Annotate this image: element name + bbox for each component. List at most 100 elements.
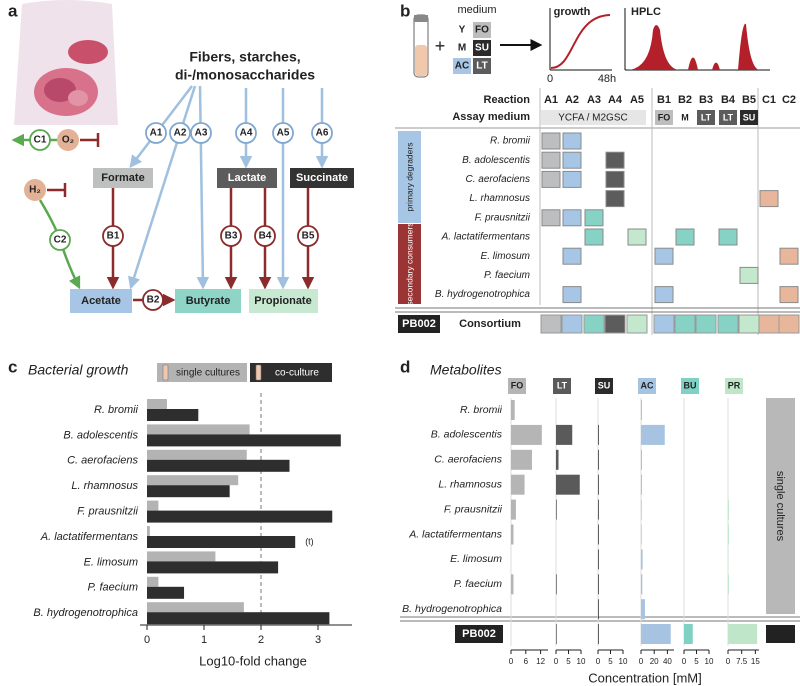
reaction-label: A2 xyxy=(174,128,187,139)
bar xyxy=(684,624,693,644)
intestine xyxy=(44,78,76,102)
bar xyxy=(147,449,247,460)
legend-label: single cultures xyxy=(176,368,240,379)
consortium-box xyxy=(455,625,503,643)
bar xyxy=(511,524,514,545)
category-label: B. adolescentis xyxy=(431,429,503,441)
category-label: B. adolescentis xyxy=(63,429,138,441)
bar xyxy=(641,449,642,470)
species-label: E. limosum xyxy=(481,251,530,262)
column-label: A4 xyxy=(608,94,623,106)
medium-code: LT xyxy=(723,112,734,122)
medium-code: AC xyxy=(455,61,469,72)
reaction-node xyxy=(220,225,242,247)
reaction-cell xyxy=(778,314,800,334)
hplc-label: HPLC xyxy=(631,6,661,18)
bar xyxy=(598,549,599,570)
column-label: B3 xyxy=(699,94,713,106)
medium-code: LT xyxy=(476,61,487,72)
category-label: R. bromii xyxy=(94,404,139,416)
medium-chip xyxy=(453,58,471,74)
growth-label: growth xyxy=(554,6,591,18)
medium-label: YCFA / M2GSC xyxy=(558,113,627,124)
reaction-nodes: A1 A2 A3 A4 A5 A6 B1 B2 B3 B4 B5 C1 C2 xyxy=(29,122,333,311)
reaction-label: A1 xyxy=(150,128,163,139)
reaction-cell xyxy=(695,314,717,334)
panel-label: b xyxy=(400,1,410,20)
category-label: C. aerofaciens xyxy=(434,454,502,466)
x-tick-label: 0 xyxy=(682,657,687,666)
metabolite-label: Butyrate xyxy=(186,295,231,307)
species-label: F. prausnitzii xyxy=(475,212,531,223)
reaction-cell xyxy=(654,247,674,265)
bar xyxy=(511,424,542,445)
medium-chip xyxy=(473,40,491,56)
growth-curve xyxy=(550,14,611,69)
panel-label: c xyxy=(8,357,17,376)
reaction-cell xyxy=(758,314,780,334)
x-axis-label: Concentration [mM] xyxy=(588,670,701,685)
bar xyxy=(641,400,642,420)
reaction-node xyxy=(297,225,319,247)
plus-sign: + xyxy=(435,36,446,56)
bar xyxy=(598,474,599,495)
reaction-cell xyxy=(675,228,695,246)
gas-label: H₂ xyxy=(29,185,41,196)
medium-chip xyxy=(719,110,737,125)
medium-code: M xyxy=(681,112,689,122)
reaction-label: B4 xyxy=(259,231,272,242)
bar xyxy=(511,449,532,470)
reaction-node xyxy=(254,225,276,247)
header-label: Reaction xyxy=(484,94,531,106)
consortium-block xyxy=(766,625,795,643)
reaction-cell xyxy=(605,170,625,188)
reaction-cell xyxy=(626,314,648,334)
metabolite-code: PR xyxy=(728,380,741,390)
metabolite-label: Formate xyxy=(101,172,144,184)
bar xyxy=(147,459,290,472)
reaction-cell xyxy=(562,286,582,304)
bar xyxy=(147,551,216,562)
category-label: E. limosum xyxy=(450,553,502,565)
reaction-cell xyxy=(541,132,561,150)
category-label: B. hydrogenotrophica xyxy=(402,603,502,615)
bar xyxy=(147,485,230,498)
reaction-label: B1 xyxy=(107,231,120,242)
species-label: B. adolescentis xyxy=(462,155,530,166)
x-tick-label: 3 xyxy=(315,634,321,646)
legend-icon xyxy=(255,364,262,381)
reaction-node xyxy=(311,122,333,144)
medium-chip xyxy=(453,40,471,56)
bar xyxy=(556,499,557,520)
gas-node xyxy=(24,179,46,201)
column-label: A5 xyxy=(630,94,644,106)
reaction-label: A5 xyxy=(277,128,290,139)
bar xyxy=(641,424,665,445)
reaction-cell xyxy=(654,286,674,304)
bar xyxy=(598,574,599,595)
reaction-cell xyxy=(604,314,626,334)
x-tick-label: 5 xyxy=(694,657,699,666)
metabolite-box xyxy=(290,168,354,188)
x-tick-label: 0 xyxy=(726,657,731,666)
legend-swatch xyxy=(157,363,247,382)
x-tick-label: 0 xyxy=(554,657,559,666)
reaction-cell xyxy=(605,190,625,208)
single-culture-label: single cultures xyxy=(774,471,786,542)
bar xyxy=(556,574,557,595)
bar xyxy=(511,400,515,420)
category-label: P. faecium xyxy=(454,578,503,590)
reaction-cell xyxy=(779,247,799,265)
reaction-cell xyxy=(779,286,799,304)
medium-chip xyxy=(655,110,673,125)
x-tick-label: 0 xyxy=(509,657,514,666)
metabolite-box xyxy=(249,289,318,313)
column-label: A2 xyxy=(565,94,579,106)
legend-label: co-culture xyxy=(275,368,319,379)
reaction-node xyxy=(235,122,257,144)
hplc-peaks xyxy=(626,23,760,70)
bar xyxy=(556,449,559,470)
x-tick-label: 12 xyxy=(536,657,545,666)
consortium-label: Consortium xyxy=(459,318,521,330)
reaction-cell xyxy=(562,247,582,265)
